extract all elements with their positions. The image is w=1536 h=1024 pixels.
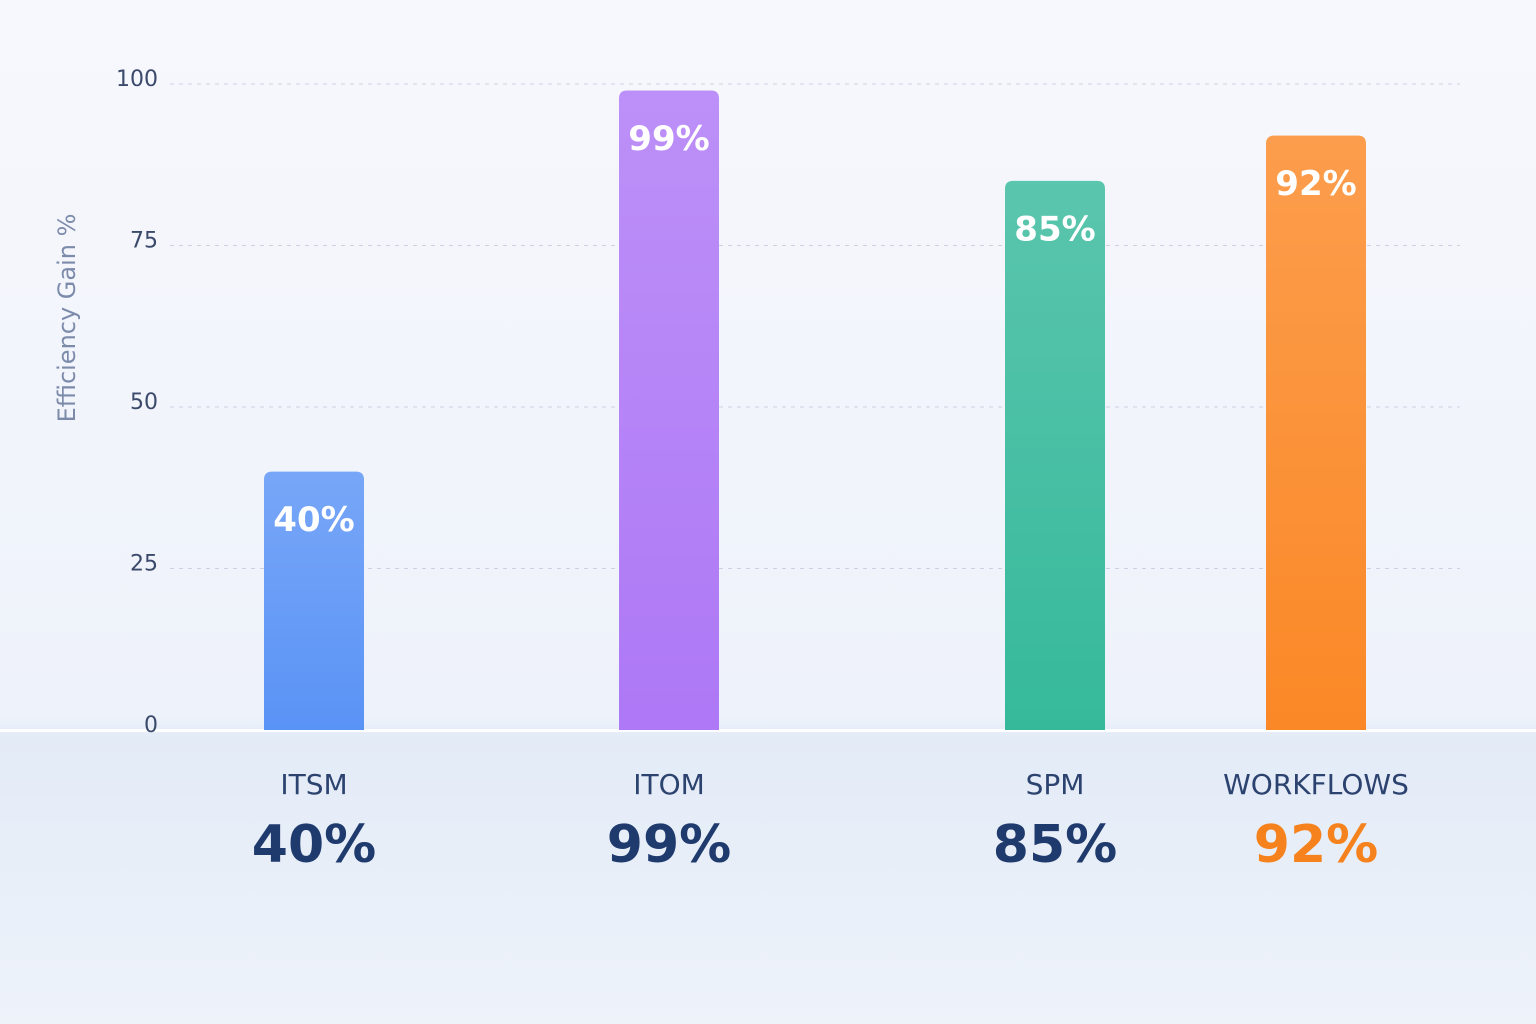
x-tick-label: WORKFLOWS	[1223, 768, 1409, 801]
bar-shine	[264, 471, 364, 730]
x-tick-label: ITOM	[633, 768, 705, 801]
bar-shine	[1266, 135, 1366, 730]
bar-value-label: 85%	[1014, 209, 1095, 249]
x-tick-label: SPM	[1026, 768, 1085, 801]
y-tick-label: 100	[116, 67, 158, 92]
bar-shine	[1005, 180, 1105, 730]
bar-value-label: 92%	[1275, 164, 1356, 204]
value-label: 92%	[1254, 815, 1378, 875]
baseline	[0, 729, 1536, 732]
value-label: 99%	[607, 815, 731, 875]
y-tick-label: 75	[130, 229, 158, 254]
bar-value-label: 99%	[628, 119, 709, 159]
y-tick-label: 50	[130, 390, 158, 415]
bar-shine	[619, 90, 719, 730]
y-tick-label: 0	[144, 713, 158, 738]
y-tick-label: 25	[130, 552, 158, 577]
y-axis-label: Efficiency Gain %	[53, 214, 81, 423]
x-tick-label: ITSM	[280, 768, 347, 801]
value-label: 85%	[993, 815, 1117, 875]
value-label: 40%	[252, 815, 376, 875]
bar-value-label: 40%	[273, 500, 354, 540]
